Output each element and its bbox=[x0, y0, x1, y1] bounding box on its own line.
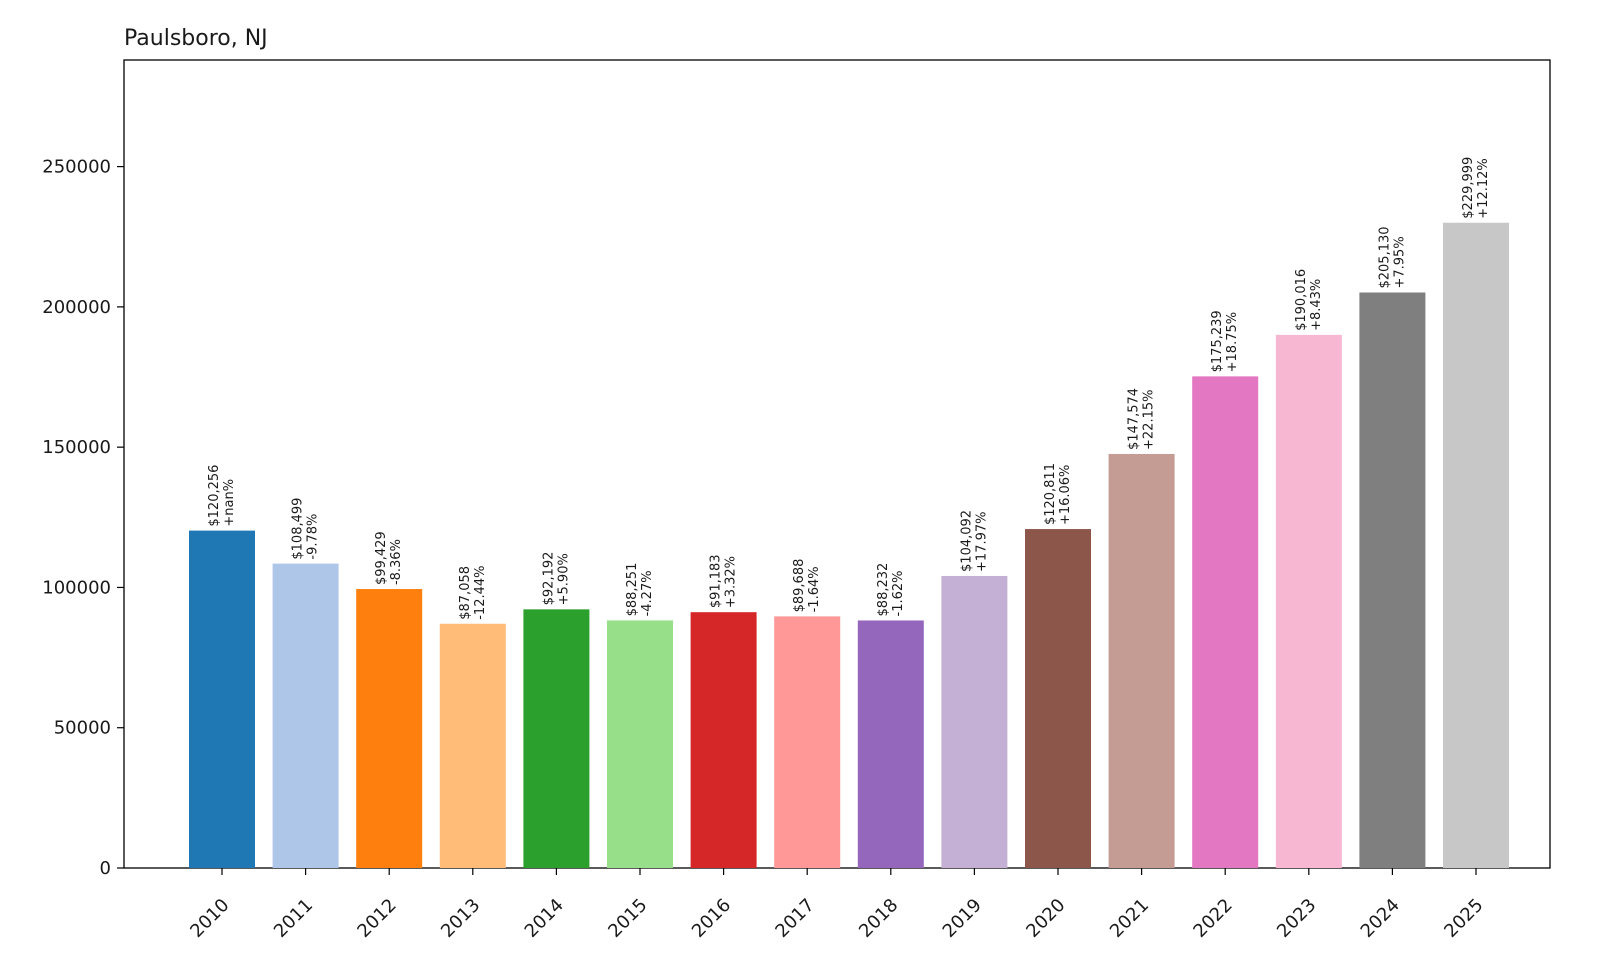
x-tick-label: 2012 bbox=[353, 895, 400, 942]
bar-2016 bbox=[690, 612, 757, 868]
x-tick-label: 2022 bbox=[1189, 895, 1236, 942]
bar-2020 bbox=[1025, 529, 1091, 868]
bar-value-label: $229,999 bbox=[1461, 157, 1476, 219]
bar-value-label: $88,251 bbox=[625, 563, 640, 617]
bar-2024 bbox=[1359, 292, 1426, 868]
bar-change-label: -1.62% bbox=[891, 570, 906, 616]
chart-title: Paulsboro, NJ bbox=[124, 26, 268, 51]
bar-change-label: +12.12% bbox=[1476, 158, 1491, 218]
x-tick-label: 2024 bbox=[1357, 895, 1404, 942]
bar-change-label: -9.78% bbox=[306, 514, 321, 560]
bar-value-label: $120,256 bbox=[207, 465, 222, 527]
bar-2014 bbox=[523, 609, 590, 868]
bar-change-label: +8.43% bbox=[1309, 279, 1324, 331]
bars bbox=[189, 222, 1509, 869]
bar-2017 bbox=[774, 616, 841, 868]
bar-change-label: +17.97% bbox=[974, 511, 989, 571]
x-tick-label: 2025 bbox=[1440, 895, 1487, 942]
x-tick-label: 2020 bbox=[1022, 895, 1069, 942]
bar-value-label: $88,232 bbox=[876, 563, 891, 617]
bar-change-label: +16.06% bbox=[1058, 465, 1073, 525]
bar-value-label: $175,239 bbox=[1210, 310, 1225, 372]
bar-2021 bbox=[1108, 453, 1175, 868]
y-tick-label: 0 bbox=[100, 858, 111, 879]
bar-change-label: -4.27% bbox=[640, 570, 655, 616]
bar-change-label: -1.64% bbox=[807, 566, 822, 612]
bar-value-label: $99,429 bbox=[374, 531, 389, 585]
bar-2015 bbox=[607, 620, 673, 868]
x-tick-label: 2018 bbox=[855, 895, 902, 942]
y-tick-label: 100000 bbox=[42, 577, 111, 598]
y-tick-label: 50000 bbox=[54, 718, 111, 739]
bar-2011 bbox=[272, 563, 339, 868]
y-tick-label: 150000 bbox=[42, 437, 111, 458]
bar-change-label: -8.36% bbox=[389, 539, 404, 585]
bar-2022 bbox=[1192, 376, 1259, 868]
bar-value-label: $92,192 bbox=[541, 552, 556, 606]
x-tick-label: 2010 bbox=[186, 895, 233, 942]
bar-2019 bbox=[941, 575, 1008, 868]
x-tick-label: 2013 bbox=[437, 895, 484, 942]
x-axis: 2010 2011 2012 2013 2014 2015 2016 2017 2018 2019… bbox=[186, 868, 1488, 942]
bar-value-label: $120,811 bbox=[1043, 463, 1058, 525]
x-tick-label: 2016 bbox=[688, 895, 735, 942]
bar-2013 bbox=[439, 623, 506, 868]
y-axis: 0 50000 100000 150000 200000 250000 bbox=[42, 157, 124, 879]
x-tick-label: 2014 bbox=[521, 895, 568, 942]
x-tick-label: 2011 bbox=[270, 895, 317, 942]
bar-2025 bbox=[1443, 222, 1509, 868]
bar-2023 bbox=[1275, 334, 1342, 869]
x-tick-label: 2019 bbox=[939, 895, 986, 942]
bar-change-label: +18.75% bbox=[1225, 312, 1240, 372]
x-tick-label: 2021 bbox=[1106, 895, 1153, 942]
bar-value-label: $205,130 bbox=[1377, 226, 1392, 288]
bar-2010 bbox=[189, 530, 255, 868]
bar-value-label: $104,092 bbox=[959, 510, 974, 572]
bar-labels: $120,256 +nan% $108,499 -9.78% $99,429 -8.36%… bbox=[207, 157, 1491, 620]
bar-value-label: $147,574 bbox=[1127, 388, 1142, 450]
x-tick-label: 2023 bbox=[1273, 895, 1320, 942]
bar-change-label: +5.90% bbox=[556, 553, 571, 605]
bar-change-label: +nan% bbox=[222, 479, 237, 527]
bar-value-label: $108,499 bbox=[291, 498, 306, 560]
x-tick-label: 2017 bbox=[771, 895, 818, 942]
bar-change-label: -12.44% bbox=[473, 565, 488, 619]
bar-change-label: +7.95% bbox=[1392, 236, 1407, 288]
x-tick-label: 2015 bbox=[604, 895, 651, 942]
bar-value-label: $190,016 bbox=[1294, 269, 1309, 331]
bar-2012 bbox=[356, 589, 423, 868]
bar-change-label: +22.15% bbox=[1142, 390, 1157, 450]
bar-value-label: $91,183 bbox=[709, 554, 724, 608]
bar-2018 bbox=[857, 620, 924, 868]
bar-change-label: +3.32% bbox=[724, 556, 739, 608]
y-tick-label: 200000 bbox=[42, 297, 111, 318]
bar-value-label: $87,058 bbox=[458, 566, 473, 620]
bar-value-label: $89,688 bbox=[792, 559, 807, 613]
y-tick-label: 250000 bbox=[42, 157, 111, 178]
